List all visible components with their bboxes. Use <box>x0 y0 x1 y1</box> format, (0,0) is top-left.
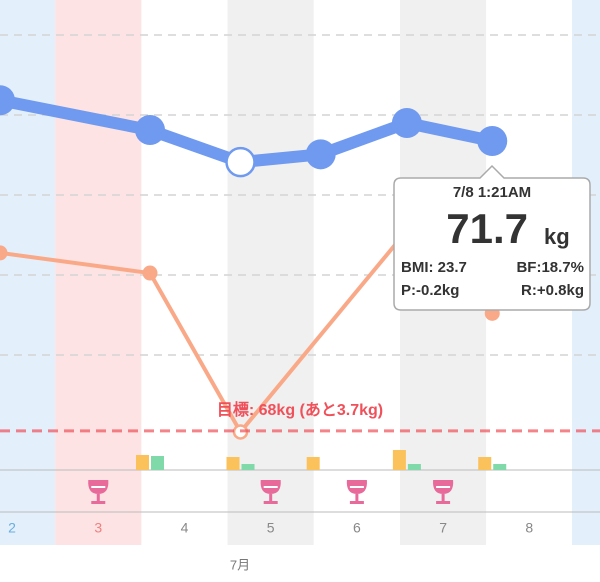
activity-bar <box>241 464 255 470</box>
tooltip-unit: kg <box>544 224 570 249</box>
tooltip-r: R:+0.8kg <box>521 282 584 299</box>
activity-bar <box>407 464 421 470</box>
day-label: 2 <box>8 520 16 536</box>
tooltip-box <box>393 164 591 311</box>
weight-point <box>135 115 165 146</box>
day-band <box>0 0 56 545</box>
weight-point <box>305 139 336 170</box>
activity-bar <box>226 457 240 470</box>
activity-bar <box>478 457 492 470</box>
activity-bar <box>151 456 164 470</box>
day-label: 4 <box>181 520 189 536</box>
tooltip-weight: 71.7 <box>446 205 528 252</box>
tooltip-bmi: BMI: 23.7 <box>401 259 467 276</box>
body_fat-point <box>0 245 8 261</box>
day-band <box>313 0 400 545</box>
day-label: 7 <box>439 520 447 536</box>
weight-point <box>225 146 256 178</box>
activity-bar <box>392 450 406 470</box>
month-label: 7月 <box>230 557 250 572</box>
day-label: 8 <box>525 520 533 536</box>
day-band <box>227 0 314 545</box>
weight-point <box>0 85 15 116</box>
goal-label: 目標: 68kg (あと3.7kg) <box>217 400 383 419</box>
day-label: 6 <box>353 520 361 536</box>
tooltip-bf: BF:18.7% <box>516 259 584 276</box>
day-label: 3 <box>94 520 102 536</box>
body_fat-point <box>142 265 158 281</box>
tooltip-time: 7/8 1:21AM <box>453 184 531 201</box>
activity-bar <box>136 455 149 470</box>
day-label: 5 <box>267 520 275 536</box>
day-band <box>55 0 142 545</box>
activity-bar <box>306 457 320 470</box>
weight-point <box>477 126 508 156</box>
activity-bar <box>493 464 507 470</box>
weight-point <box>391 107 422 138</box>
tooltip-p: P:-0.2kg <box>401 282 459 299</box>
tooltip: 7/8 1:21AM 71.7 kg BMI: 23.7 BF:18.7% P:… <box>393 164 591 311</box>
